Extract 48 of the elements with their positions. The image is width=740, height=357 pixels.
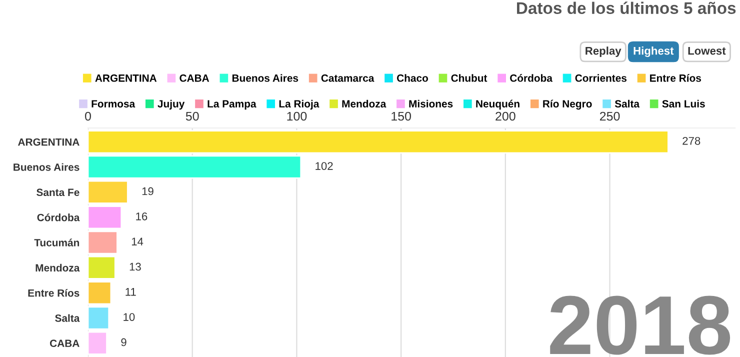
text: Lowest: [688, 46, 726, 55]
legend-label: La Rioja: [279, 100, 320, 110]
legend-label: Corrientes: [575, 74, 627, 82]
data-label: 11: [126, 288, 136, 296]
legend-label: Misiones: [409, 100, 453, 108]
legend-label: Chubut: [451, 74, 488, 82]
legend-label: San Luis: [662, 100, 705, 108]
x-tick-label: 100: [287, 112, 307, 121]
data-label: 278: [682, 136, 700, 145]
data-label: 19: [142, 187, 154, 196]
x-tick-label: 150: [392, 112, 412, 121]
text: Highest: [634, 46, 674, 57]
chart-title: Datos de los últimos 5 años: [517, 2, 736, 14]
y-tick-label: Córdoba: [37, 213, 80, 222]
data-label: 13: [130, 262, 141, 271]
x-tick-label: 50: [186, 112, 199, 121]
y-tick-label: CABA: [50, 340, 80, 348]
x-tick-label: 200: [496, 112, 516, 121]
x-tick-label: 250: [600, 112, 620, 121]
legend-label: Catamarca: [321, 74, 374, 82]
y-tick-label: Entre Ríos: [28, 288, 80, 297]
annotation: 2018: [550, 296, 730, 355]
legend-label: La Pampa: [208, 100, 256, 110]
y-tick-label: Salta: [55, 314, 80, 322]
data-label: 14: [132, 238, 144, 246]
legend-label: ARGENTINA: [95, 74, 157, 82]
legend-label: Chaco: [396, 74, 428, 82]
y-tick-label: Santa Fe: [36, 188, 80, 196]
legend-label: Río Negro: [543, 100, 592, 110]
data-label: 10: [124, 313, 135, 321]
legend-label: Jujuy: [158, 100, 185, 110]
legend-label: Formosa: [92, 100, 136, 108]
y-tick-label: ARGENTINA: [18, 138, 80, 146]
data-label: 16: [136, 212, 148, 220]
legend-label: Buenos Aires: [232, 74, 298, 82]
data-label: 102: [316, 162, 333, 170]
x-tick-label: 0: [85, 112, 91, 121]
legend-label: Neuquén: [476, 100, 520, 110]
legend-label: Mendoza: [342, 100, 386, 108]
y-tick-label: Mendoza: [36, 264, 80, 272]
legend-label: Córdoba: [510, 74, 553, 82]
legend-label: Entre Ríos: [650, 74, 702, 82]
legend-label: CABA: [180, 74, 210, 82]
y-tick-label: Tucumán: [34, 238, 80, 246]
y-tick-label: Buenos Aires: [14, 163, 80, 171]
legend-label: Salta: [614, 100, 640, 108]
text: Replay: [586, 46, 622, 57]
data-label: 9: [121, 338, 126, 346]
